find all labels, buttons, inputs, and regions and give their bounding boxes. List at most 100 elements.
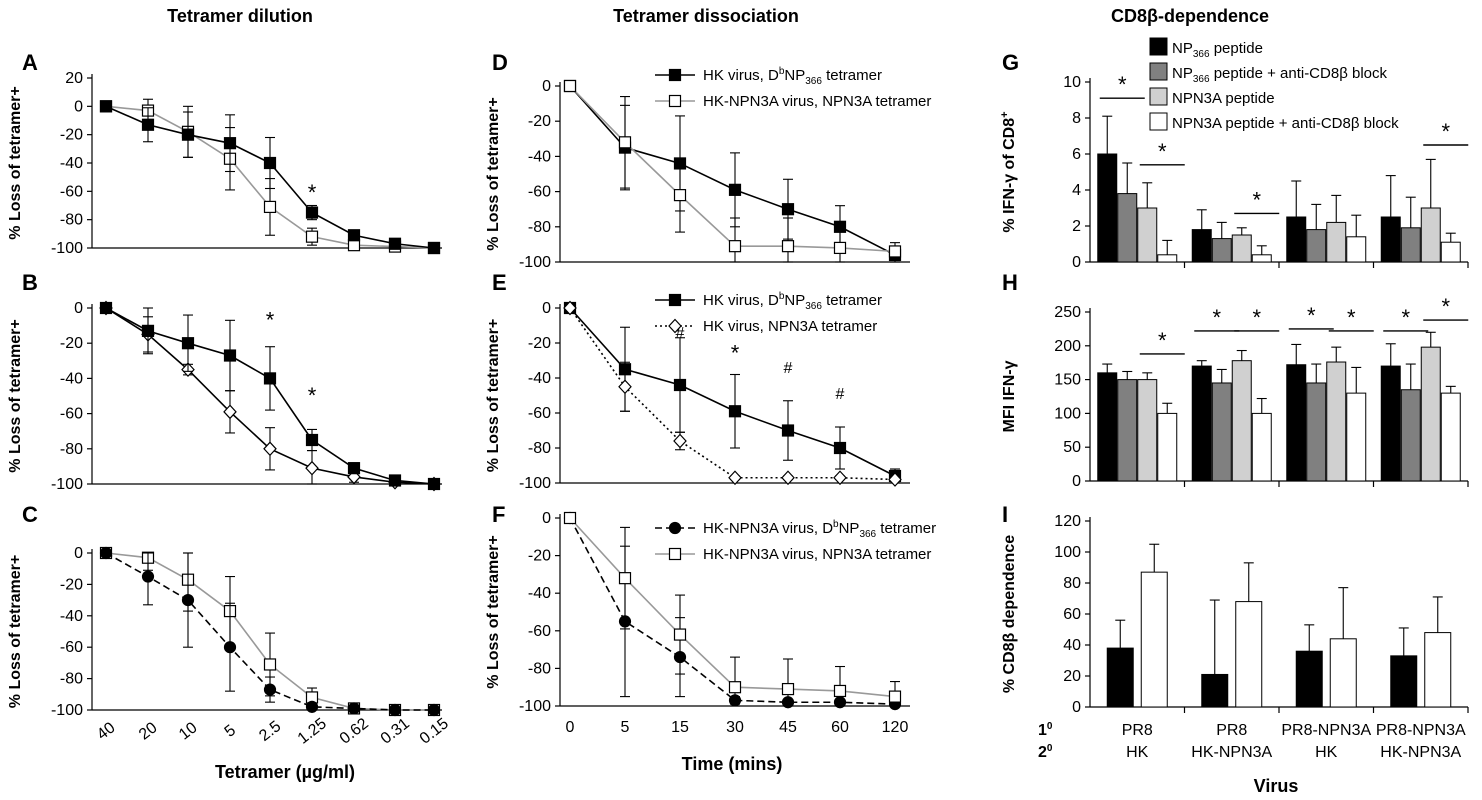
y-tick-label: 0 — [542, 78, 551, 95]
data-point — [673, 628, 687, 641]
legend-text: peptide + anti-CD8β block — [1210, 65, 1388, 82]
bar — [1380, 365, 1401, 482]
chart-panel-c: 0 -20 -40 -60 -80 -100 % Loss of tetramer+ C 40 2… — [7, 502, 452, 782]
y-tick-label: 10 — [1063, 74, 1081, 91]
data-point — [833, 441, 847, 455]
bar — [1420, 207, 1441, 263]
legend-marker — [668, 293, 682, 307]
data-point — [223, 404, 237, 420]
significance-star: * — [1441, 119, 1450, 144]
bar — [1400, 227, 1421, 263]
header-tetramer-dissociation: Tetramer dissociation — [613, 6, 799, 26]
panel-label: E — [492, 270, 507, 295]
bar — [1117, 379, 1138, 482]
legend-sub: 366 — [859, 529, 876, 540]
data-point — [427, 477, 441, 491]
y-axis-label-part: % IFN-γ of CD8 — [1001, 118, 1018, 233]
data-point — [781, 424, 795, 437]
data-point — [618, 572, 632, 585]
x-axis-label: Time (mins) — [682, 754, 783, 774]
y-tick-label: -60 — [528, 623, 551, 640]
bar — [1326, 221, 1347, 263]
bar — [1326, 361, 1347, 482]
significance-star: * — [1347, 305, 1356, 330]
x-tick-label: 0.62 — [337, 715, 372, 748]
data-point — [305, 230, 319, 243]
legend-sup: b — [779, 291, 785, 302]
bar — [1346, 236, 1367, 263]
group-label: PR8 — [1122, 722, 1153, 739]
bar — [1390, 655, 1418, 708]
chart-panel-a: 20 0 -20 -40 -60 -80 -100 % Loss of tetramer+ A * — [7, 50, 442, 257]
y-tick-label: -80 — [60, 212, 83, 229]
series-line — [569, 517, 896, 698]
bar — [1380, 216, 1401, 263]
legend-text: peptide — [1210, 40, 1263, 57]
bar — [1201, 673, 1229, 708]
y-tick-label: 2 — [1072, 218, 1081, 235]
data-point — [99, 100, 113, 113]
x-tick-label: 0.15 — [417, 715, 452, 748]
bar — [1137, 379, 1158, 482]
bar — [1117, 193, 1138, 263]
bar — [1440, 392, 1461, 482]
legend-sup: b — [833, 519, 839, 530]
y-axis-label: % CD8β dependence — [1001, 535, 1018, 693]
x-tick-label: 5 — [222, 722, 240, 741]
bar — [1211, 238, 1232, 263]
panel-label: H — [1002, 270, 1018, 295]
data-point — [673, 433, 687, 449]
y-tick-label: -100 — [51, 240, 83, 257]
legend-text: HK-NPN3A virus, NPN3A tetramer — [703, 93, 931, 110]
legend-text: HK virus, NPN3A tetramer — [703, 318, 877, 335]
data-point — [263, 658, 277, 671]
data-point — [305, 460, 319, 476]
data-point — [263, 441, 277, 457]
row-label-sup: 0 — [1047, 743, 1053, 754]
y-tick-label: 0 — [74, 98, 83, 115]
data-point — [347, 229, 361, 242]
legend-label: HK-NPN3A virus, DbNP366 tetramer — [703, 519, 936, 540]
bar — [1306, 229, 1327, 263]
legend-label: HK virus, DbNP366 tetramer — [703, 291, 882, 312]
data-point — [563, 300, 577, 316]
significance-star: * — [1401, 305, 1410, 330]
data-point — [888, 245, 902, 258]
significance-star: * — [1212, 305, 1221, 330]
legend-label: NPN3A peptide + anti-CD8β block — [1172, 115, 1399, 132]
data-point — [223, 137, 237, 150]
bar — [1424, 632, 1452, 708]
y-tick-label: -40 — [528, 148, 551, 165]
legend-label: NPN3A peptide — [1172, 90, 1275, 107]
y-tick-label: 8 — [1072, 110, 1081, 127]
y-tick-label: 150 — [1054, 372, 1081, 389]
significance-mark: # — [784, 360, 793, 377]
group-label: HK-NPN3A — [1191, 744, 1272, 761]
bar — [1231, 234, 1252, 263]
legend-sub: 366 — [805, 76, 822, 87]
legend-swatch — [1149, 87, 1168, 106]
data-point — [99, 546, 113, 560]
legend-sub: 366 — [1193, 74, 1210, 85]
legend-label: HK virus, NPN3A tetramer — [703, 318, 877, 335]
bar — [1346, 392, 1367, 482]
significance-star: * — [1252, 187, 1261, 212]
group-label: PR8 — [1216, 722, 1247, 739]
bar — [1231, 360, 1252, 482]
data-point — [833, 241, 847, 255]
data-point — [673, 189, 687, 202]
panel-label: B — [22, 270, 38, 295]
y-tick-label: 50 — [1063, 439, 1081, 456]
data-point — [618, 136, 632, 149]
row-label: 20 — [1038, 743, 1053, 761]
bar — [1106, 647, 1134, 708]
bar — [1137, 207, 1158, 263]
x-axis-label: Tetramer (µg/ml) — [215, 762, 355, 782]
y-axis-label: % Loss of tetramer+ — [485, 535, 502, 688]
group-label: HK — [1126, 744, 1149, 761]
bar — [1440, 241, 1461, 263]
chart-panel-b: 0 -20 -40 -60 -80 -100 % Loss of tetramer+ B * * — [7, 270, 442, 493]
y-tick-label: 120 — [1054, 513, 1081, 530]
bar — [1286, 364, 1307, 482]
x-tick-label: 30 — [726, 719, 744, 736]
